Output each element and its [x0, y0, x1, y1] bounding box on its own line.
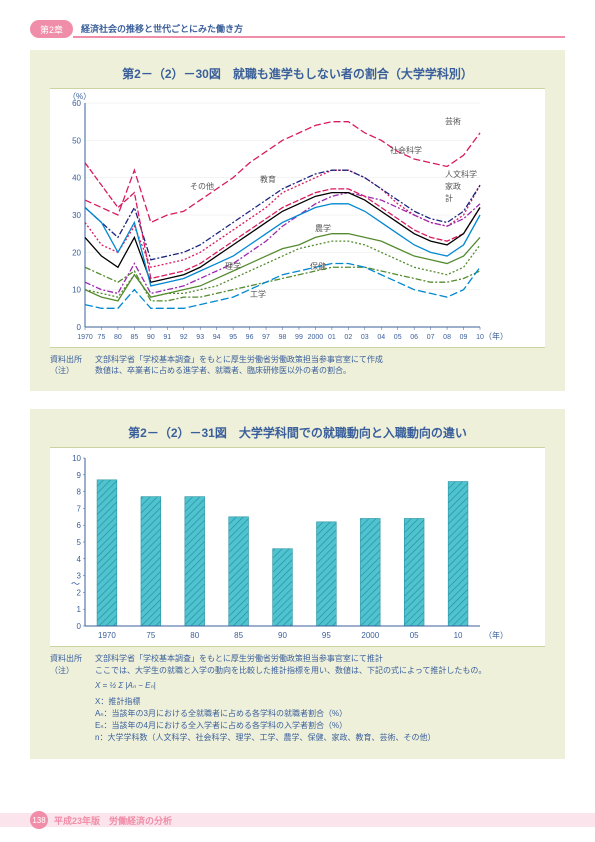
chart1-y-unit: （%）: [68, 91, 91, 102]
svg-text:94: 94: [213, 334, 221, 341]
svg-text:85: 85: [130, 334, 138, 341]
svg-text:計: 計: [445, 193, 453, 203]
svg-text:90: 90: [147, 334, 155, 341]
svg-text:97: 97: [262, 334, 270, 341]
svg-text:0: 0: [77, 622, 82, 631]
svg-text:93: 93: [196, 334, 204, 341]
svg-text:1970: 1970: [98, 631, 116, 640]
chart1-footnotes: 資料出所文部科学省「学校基本調査」をもとに厚生労働省労働政策担当参事官室にて作成…: [50, 348, 545, 376]
svg-text:04: 04: [377, 334, 385, 341]
svg-text:07: 07: [427, 334, 435, 341]
svg-text:06: 06: [410, 334, 418, 341]
svg-text:7: 7: [77, 505, 82, 514]
svg-text:90: 90: [278, 631, 287, 640]
svg-text:9: 9: [77, 471, 82, 480]
svg-text:2000: 2000: [361, 631, 379, 640]
chart2-formula: X = ½ Σ |Aₙ − Eₙ|X：推計指標Aₙ：当該年の3月における全就職者…: [50, 680, 545, 744]
svg-text:40: 40: [72, 174, 81, 183]
svg-text:社会科学: 社会科学: [390, 145, 422, 155]
svg-text:09: 09: [460, 334, 468, 341]
svg-text:85: 85: [234, 631, 243, 640]
page-number: 138: [30, 811, 48, 829]
svg-text:保健: 保健: [310, 261, 326, 271]
svg-text:その他: その他: [190, 181, 214, 191]
chart2-footnotes: 資料出所文部科学省「学校基本調査」をもとに厚生労働省労働政策担当参事官室にて推計…: [50, 647, 545, 675]
svg-text:75: 75: [146, 631, 155, 640]
svg-text:75: 75: [98, 334, 106, 341]
svg-text:工学: 工学: [250, 289, 266, 299]
svg-text:2000: 2000: [308, 334, 324, 341]
svg-text:98: 98: [279, 334, 287, 341]
svg-text:01: 01: [328, 334, 336, 341]
svg-text:95: 95: [229, 334, 237, 341]
chart2-svg: 012345678910〜1970758085909520000510（年）: [50, 448, 510, 648]
svg-text:8: 8: [77, 488, 82, 497]
svg-text:05: 05: [410, 631, 419, 640]
svg-text:家政: 家政: [445, 181, 461, 191]
svg-text:80: 80: [190, 631, 199, 640]
svg-text:96: 96: [246, 334, 254, 341]
svg-text:08: 08: [443, 334, 451, 341]
svg-text:03: 03: [361, 334, 369, 341]
chart2-title: 第2－（2）－31図 大学学科間での就職動向と入職動向の違い: [50, 424, 545, 441]
svg-text:〜: 〜: [71, 579, 80, 589]
svg-text:0: 0: [77, 323, 82, 332]
svg-text:（年）: （年）: [484, 630, 508, 640]
chart1-title: 第2－（2）－30図 就職も進学もしない者の割合（大学学科別）: [50, 65, 545, 82]
svg-text:10: 10: [72, 454, 81, 463]
svg-text:農学: 農学: [315, 223, 331, 233]
chart1-panel: 第2－（2）－30図 就職も進学もしない者の割合（大学学科別） （%） 0102…: [30, 50, 565, 391]
footer-text: 平成23年版 労働経済の分析: [54, 814, 172, 827]
svg-text:4: 4: [77, 555, 82, 564]
svg-text:20: 20: [72, 248, 81, 257]
svg-text:人文科学: 人文科学: [445, 169, 477, 179]
chart1-area: （%） 01 02 03 04 05 06 0 1970 75 80 85 90 91 92 93 94 95 9…: [50, 88, 545, 348]
svg-text:05: 05: [394, 334, 402, 341]
chart2-area: 012345678910〜1970758085909520000510（年）: [50, 447, 545, 647]
page-header: 第2章 経済社会の推移と世代ごとにみた働き方: [30, 20, 565, 38]
svg-text:30: 30: [72, 211, 81, 220]
svg-text:95: 95: [322, 631, 331, 640]
svg-text:50: 50: [72, 136, 81, 145]
header-title: 経済社会の推移と世代ごとにみた働き方: [73, 20, 565, 38]
svg-text:10: 10: [476, 334, 484, 341]
svg-text:02: 02: [344, 334, 352, 341]
svg-text:5: 5: [77, 538, 82, 547]
svg-text:91: 91: [163, 334, 171, 341]
page-footer: 138 平成23年版 労働経済の分析: [0, 813, 595, 827]
chapter-badge: 第2章: [30, 20, 73, 38]
svg-text:80: 80: [114, 334, 122, 341]
svg-text:6: 6: [77, 522, 82, 531]
svg-text:10: 10: [72, 286, 81, 295]
svg-text:（年）: （年）: [484, 331, 508, 341]
chart1-svg: 01 02 03 04 05 06 0 1970 75 80 85 90 91 92 93 94 95 96 97 9…: [50, 89, 510, 349]
svg-text:理学: 理学: [225, 261, 241, 271]
svg-text:1970: 1970: [77, 334, 93, 341]
svg-text:99: 99: [295, 334, 303, 341]
svg-text:92: 92: [180, 334, 188, 341]
svg-text:教育: 教育: [260, 174, 276, 184]
svg-text:2: 2: [77, 589, 82, 598]
svg-text:芸術: 芸術: [445, 116, 461, 126]
chart2-panel: 第2－（2）－31図 大学学科間での就職動向と入職動向の違い 012345678…: [30, 409, 565, 758]
svg-text:10: 10: [454, 631, 463, 640]
svg-text:1: 1: [77, 606, 82, 615]
